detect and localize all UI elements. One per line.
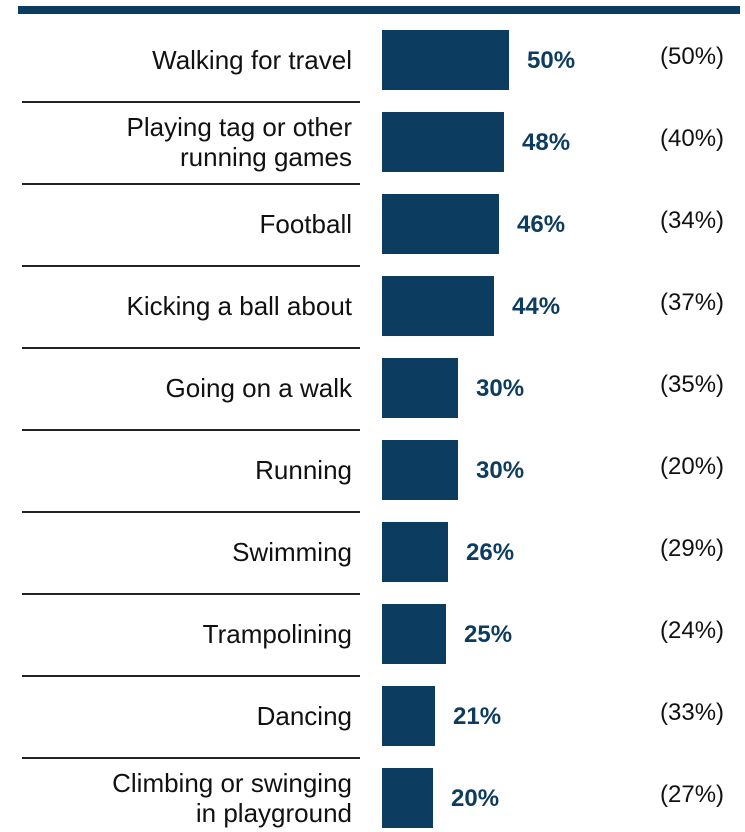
value-label: 26% [466, 539, 515, 566]
category-label-line: Trampolining [202, 619, 352, 649]
comparison-label: (20%) [660, 453, 725, 480]
category-label-line: running games [180, 142, 352, 172]
category-label-line: Climbing or swinging [112, 768, 352, 798]
category-label-line: Kicking a ball about [126, 291, 352, 321]
category-label-line: Going on a walk [165, 373, 352, 403]
row-divider [22, 429, 360, 431]
row-divider [22, 511, 360, 513]
category-label: Walking for travel [7, 45, 352, 75]
bar [382, 440, 458, 500]
category-label: Climbing or swinging in playground [7, 768, 352, 828]
row-divider [22, 101, 360, 103]
row-divider [22, 183, 360, 185]
value-label: 30% [476, 457, 525, 484]
category-label: Running [7, 455, 352, 485]
value-label: 50% [527, 47, 576, 74]
comparison-label: (29%) [660, 535, 725, 562]
category-label: Swimming [7, 537, 352, 567]
category-label: Kicking a ball about [7, 291, 352, 321]
category-label-line: Playing tag or other [126, 112, 352, 142]
bar [382, 604, 446, 664]
comparison-label: (33%) [660, 699, 725, 726]
comparison-label: (40%) [660, 125, 725, 152]
value-label: 46% [517, 211, 566, 238]
comparison-label: (35%) [660, 371, 725, 398]
category-label-line: Football [259, 209, 353, 239]
value-label: 25% [464, 621, 513, 648]
bar [382, 686, 435, 746]
top-rule [18, 6, 740, 14]
category-label: Trampolining [7, 619, 352, 649]
bar [382, 522, 448, 582]
value-label: 44% [512, 293, 561, 320]
value-label: 30% [476, 375, 525, 402]
bar [382, 768, 433, 828]
comparison-label: (50%) [660, 43, 725, 70]
value-label: 21% [453, 703, 502, 730]
comparison-label: (24%) [660, 617, 725, 644]
category-label-line: Swimming [232, 537, 352, 567]
category-label: Dancing [7, 701, 352, 731]
comparison-label: (27%) [660, 781, 725, 808]
category-label: Going on a walk [7, 373, 352, 403]
category-label-line: Walking for travel [152, 45, 352, 75]
bar [382, 358, 458, 418]
category-label-line: in playground [195, 798, 352, 828]
row-divider [22, 757, 360, 759]
bar [382, 276, 494, 336]
row-divider [22, 675, 360, 677]
bar [382, 194, 499, 254]
row-divider [22, 265, 360, 267]
comparison-label: (37%) [660, 289, 725, 316]
value-label: 20% [451, 785, 500, 812]
row-divider [22, 347, 360, 349]
category-label-line: Running [255, 455, 352, 485]
value-label: 48% [522, 129, 571, 156]
bar [382, 30, 509, 90]
category-label: Playing tag or other running games [7, 112, 352, 172]
category-label-line: Dancing [256, 701, 352, 731]
category-label: Football [7, 209, 353, 239]
row-divider [22, 593, 360, 595]
comparison-label: (34%) [660, 207, 725, 234]
bar [382, 112, 504, 172]
